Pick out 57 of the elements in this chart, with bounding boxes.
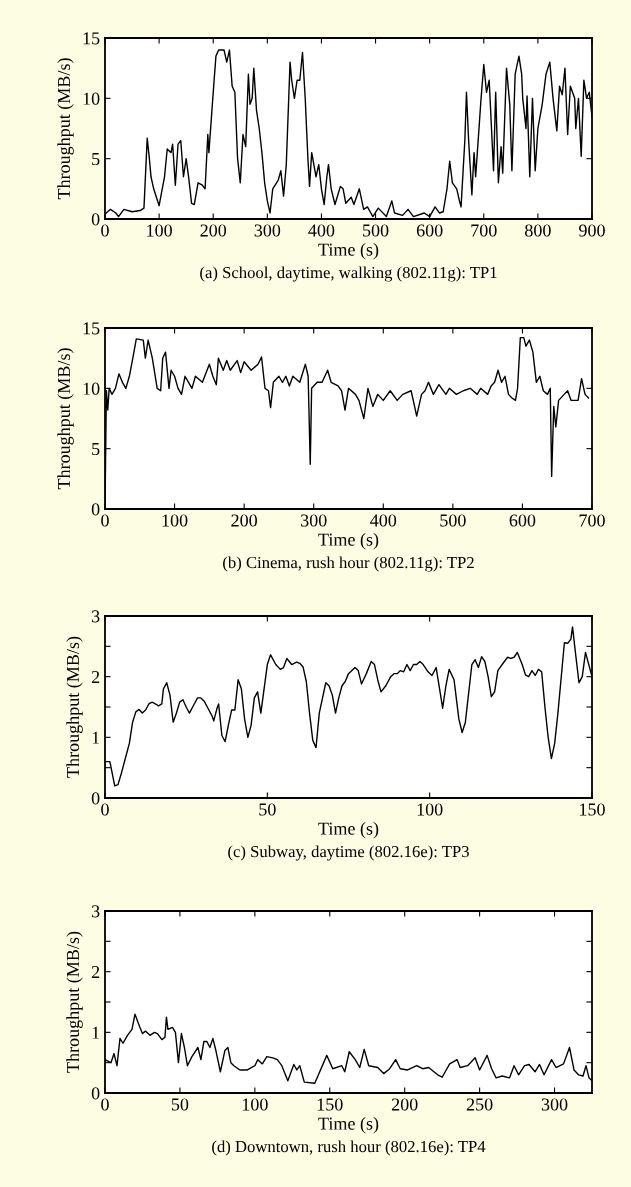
x-tick-label: 150 <box>580 803 605 816</box>
y-tick-label: 0 <box>91 1087 100 1100</box>
y-tick-label: 10 <box>83 382 100 395</box>
text: (c) Subway, daytime (802.16e): TP3 <box>228 845 469 861</box>
x-tick-label: 600 <box>416 224 443 237</box>
x-tick-label: 300 <box>254 224 281 237</box>
x-tick-label: 400 <box>308 224 335 237</box>
y-tick-label: 1 <box>92 731 100 744</box>
y-axis-title: Throughput (MB/s) <box>57 348 74 490</box>
text: (d) Downtown, rush hour (802.16e): TP4 <box>212 1140 486 1156</box>
x-tick-label: 700 <box>471 224 497 237</box>
y-tick-label: 5 <box>92 443 100 456</box>
y-tick-label: 1 <box>92 1026 100 1039</box>
y-axis-title: Throughput (MB/s) <box>57 58 74 200</box>
x-tick-label: 100 <box>417 803 443 816</box>
x-tick-label: 100 <box>147 224 172 237</box>
x-axis-title: Time (s) <box>318 1117 379 1134</box>
y-tick-label: 2 <box>91 670 100 683</box>
x-axis-title: Time (s) <box>318 243 379 260</box>
x-axis-title: Time (s) <box>318 533 379 550</box>
x-tick-label: 100 <box>242 1098 268 1111</box>
x-tick-label: 700 <box>579 514 605 527</box>
y-tick-label: 15 <box>83 32 100 45</box>
x-tick-label: 0 <box>101 514 109 527</box>
y-tick-label: 10 <box>83 92 100 105</box>
x-tick-label: 500 <box>363 224 389 237</box>
x-tick-label: 300 <box>301 514 327 527</box>
x-tick-label: 600 <box>509 514 536 527</box>
x-tick-label: 200 <box>231 514 257 527</box>
x-tick-label: 250 <box>466 1098 493 1111</box>
x-tick-label: 900 <box>579 224 605 237</box>
y-axis-title: Throughput (MB/s) <box>66 931 83 1073</box>
x-tick-label: 200 <box>391 1098 418 1111</box>
x-axis-title: Time (s) <box>318 822 379 839</box>
y-tick-label: 0 <box>91 213 100 226</box>
x-tick-label: 300 <box>541 1098 568 1111</box>
y-tick-label: 5 <box>92 153 100 166</box>
x-tick-label: 500 <box>440 514 466 527</box>
y-tick-label: 0 <box>91 792 100 805</box>
x-tick-label: 0 <box>101 224 109 237</box>
x-tick-label: 200 <box>200 224 227 237</box>
x-tick-label: 0 <box>101 803 109 816</box>
x-tick-label: 800 <box>525 224 551 237</box>
x-tick-label: 150 <box>317 1098 343 1111</box>
y-tick-label: 3 <box>91 905 100 918</box>
x-tick-label: 0 <box>101 1098 109 1111</box>
x-tick-label: 50 <box>171 1098 189 1111</box>
text: (b) Cinema, rush hour (802.11g): TP2 <box>223 556 474 572</box>
x-tick-label: 50 <box>259 803 276 816</box>
y-axis-title: Throughput (MB/s) <box>66 636 83 778</box>
text: (a) School, daytime, walking (802.11g): TP1 <box>200 266 497 282</box>
y-tick-label: 0 <box>91 503 100 516</box>
x-tick-label: 400 <box>370 514 397 527</box>
x-tick-label: 100 <box>162 514 188 527</box>
y-tick-label: 2 <box>91 965 100 978</box>
y-tick-label: 15 <box>83 322 100 335</box>
y-tick-label: 3 <box>91 610 100 623</box>
